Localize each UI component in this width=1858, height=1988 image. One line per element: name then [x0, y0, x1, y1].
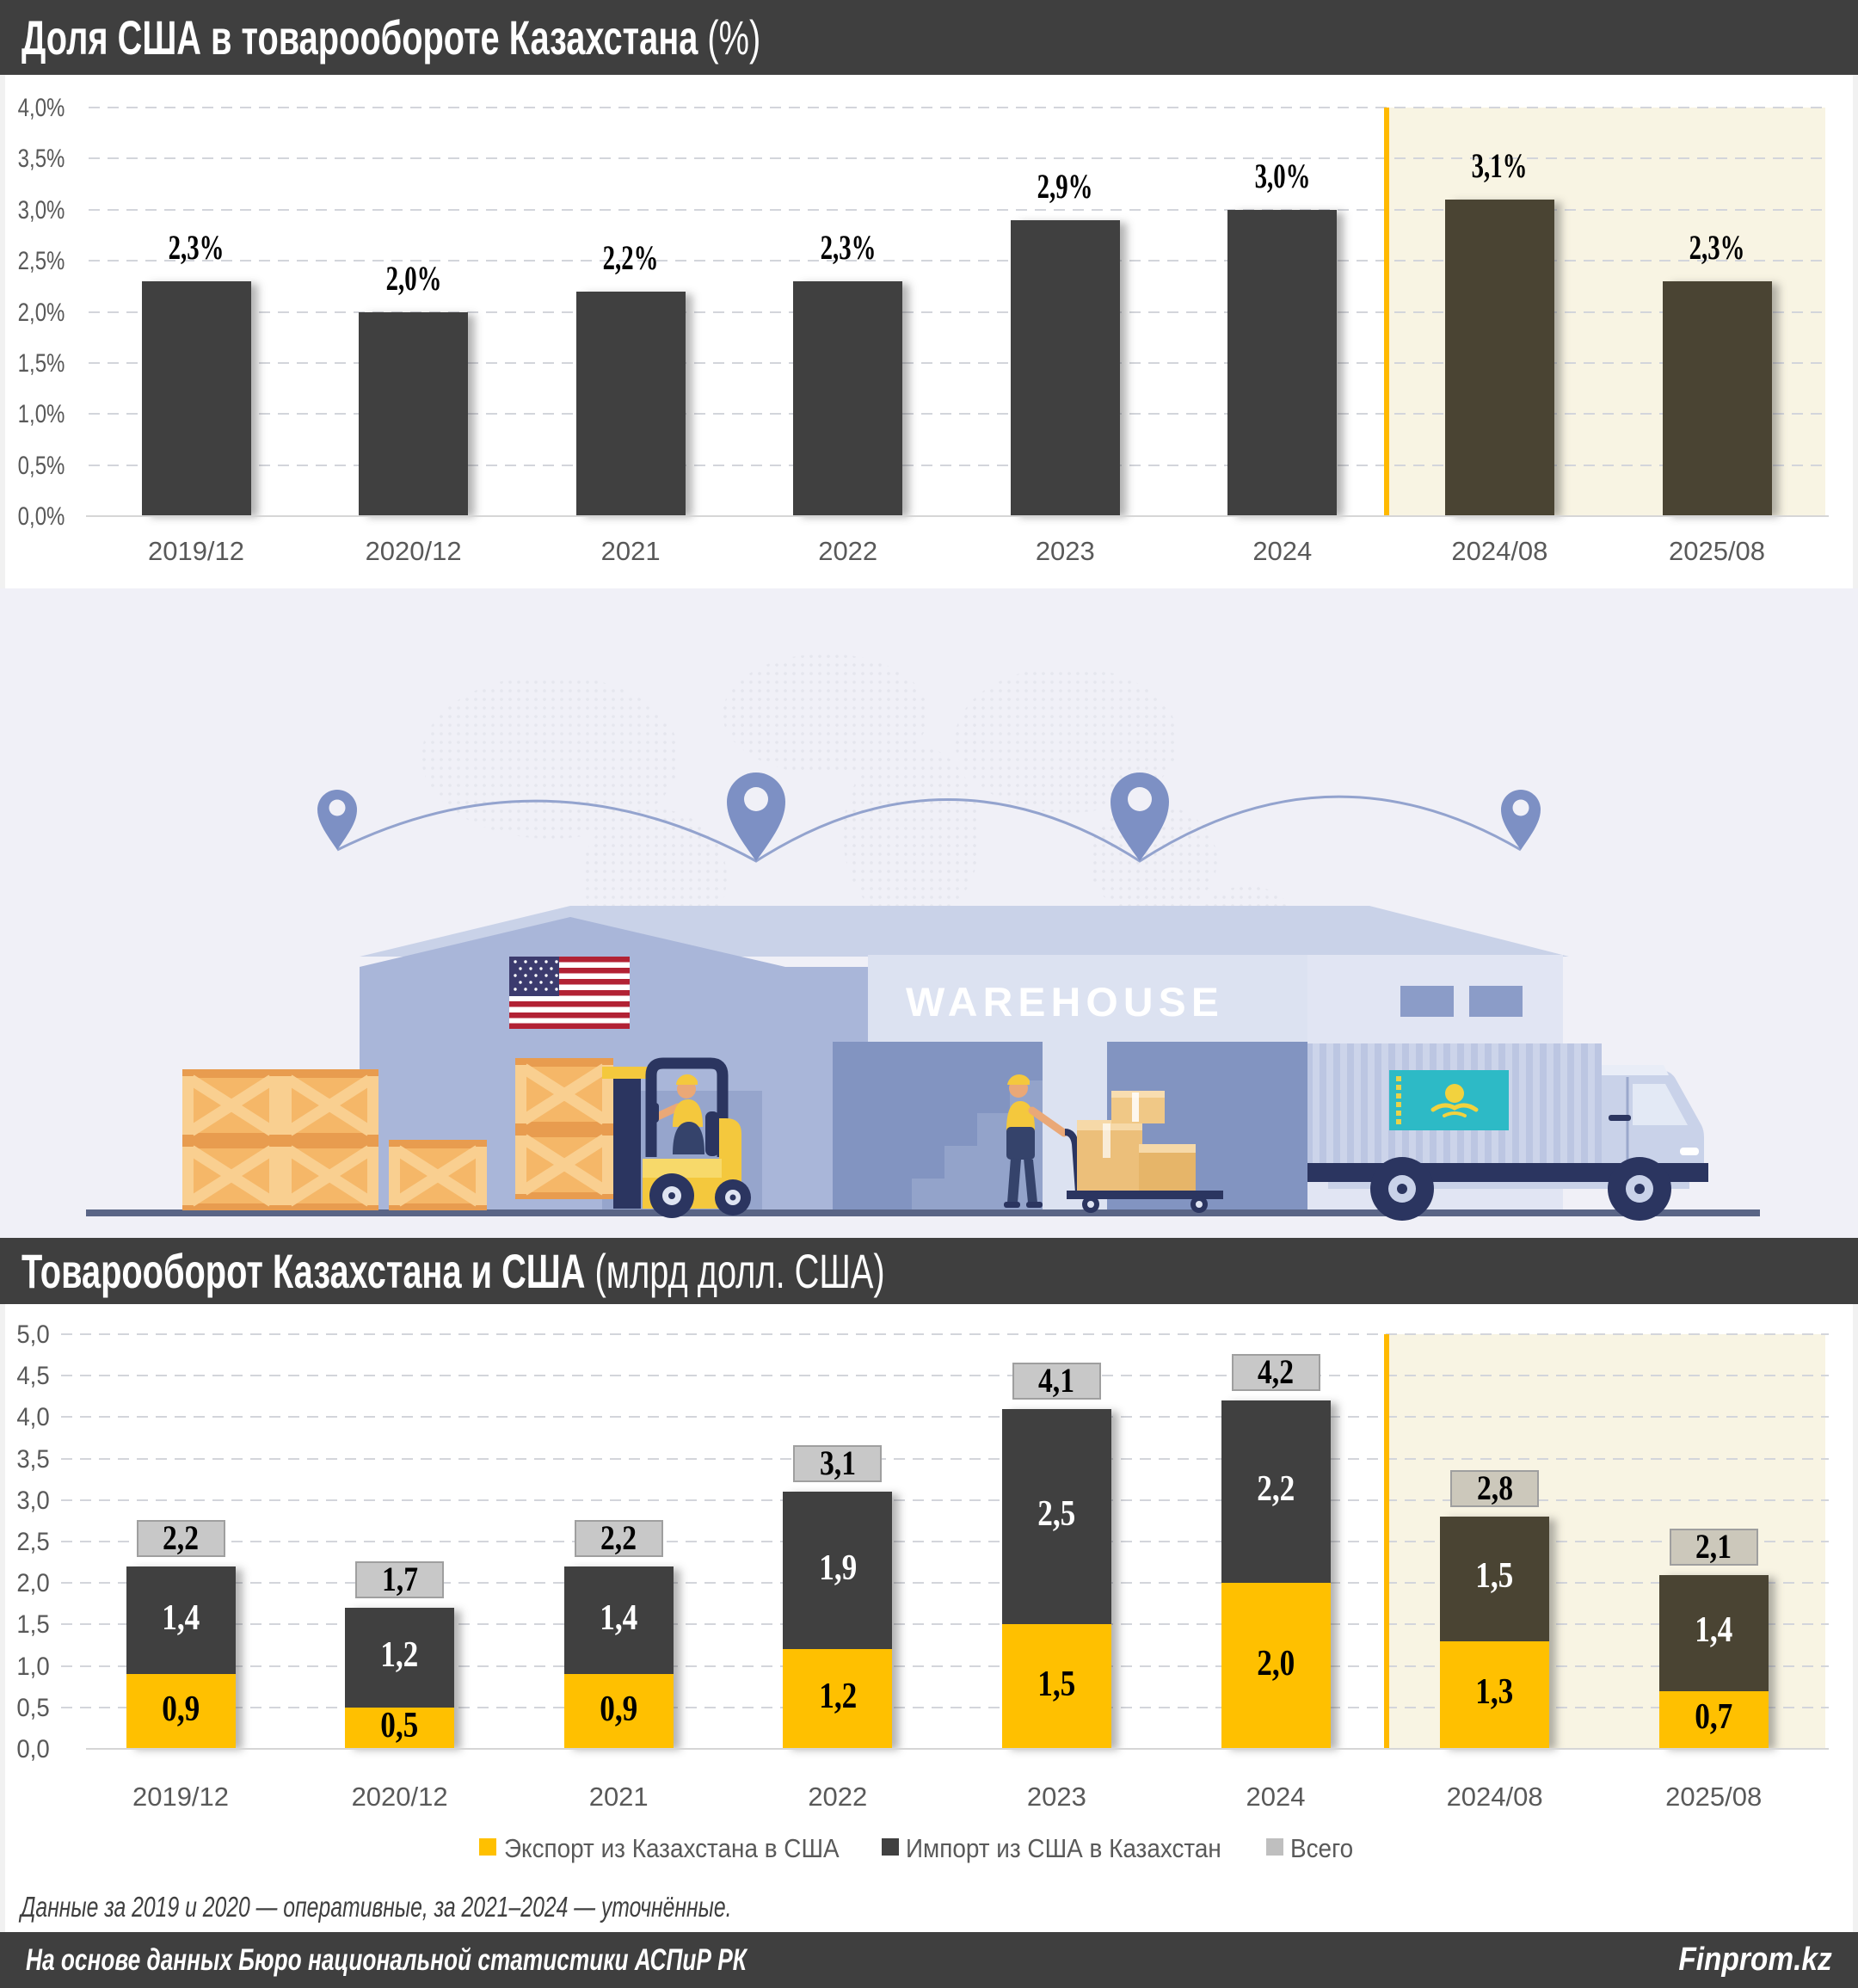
svg-text:WAREHOUSE: WAREHOUSE [906, 979, 1224, 1025]
